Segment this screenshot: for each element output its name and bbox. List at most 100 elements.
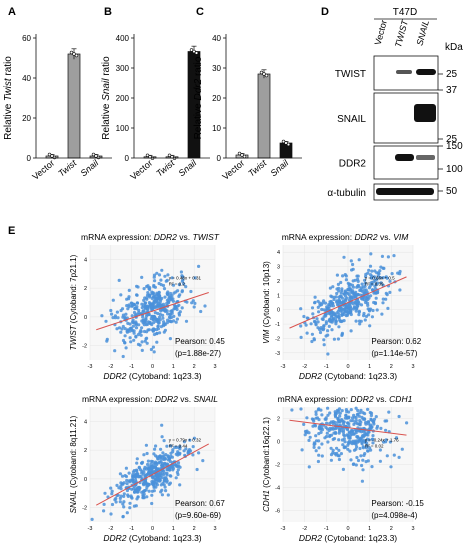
scatter-point [193,301,197,305]
scatter-point [359,288,363,292]
scatter-point [361,445,365,449]
scatter-point [171,283,176,287]
x-tick-label: 0 [151,526,154,532]
x-tick-label: -3 [281,364,286,370]
scatter-point [146,307,150,311]
r-squared-label-part: R² = 0.02 [365,444,384,449]
scatter-point [384,428,388,432]
scatter-point [153,305,157,309]
scatter-point [336,337,340,341]
scatter-point [121,354,125,359]
r-squared-label-part: R² = 0.39 [365,282,384,287]
scatter-point [359,303,364,307]
equation-label-part: y = 0.48x + 0.31 [169,276,202,281]
scatter-point [340,287,344,291]
scatter-point [346,311,350,315]
scatter-point [368,446,372,450]
scatter-point [197,451,201,455]
scatter-point [116,316,120,320]
scatter-point [176,461,181,465]
scatter-point [131,324,135,328]
y-axis-label-part: (Cytoband: 7p21.1) [69,254,78,325]
scatter-point [358,322,362,326]
scatter-point [134,326,139,330]
scatter-point [119,293,123,297]
equation-label: y = 0.48x + 0.31 [169,276,202,281]
x-axis-label: DDR2 (Cytoband: 1q23.3) [299,371,397,381]
scatter-point [347,293,351,297]
scatter-point [375,308,379,312]
y-axis-label-part: SNAIL [69,490,78,513]
scatter-point [125,304,129,308]
scatter-point [305,416,309,420]
y-tick-label-part: 0 [84,315,87,321]
scatter-point [169,444,173,448]
scatter-point [338,414,342,418]
scatter-point [350,296,354,300]
scatter-point [156,311,160,316]
scatter-point [166,273,170,277]
scatter-point [111,298,115,302]
scatter-point [378,269,382,273]
scatter-point [324,425,328,429]
scatter-point [143,465,147,469]
scatter-point [357,258,361,262]
y-tick-label-part: 1 [277,293,280,299]
scatter-point [160,463,164,467]
scatter-point [392,254,396,258]
scatter-point [150,493,154,497]
marker-label-part: 25 [446,69,458,80]
scatter-point [100,314,104,318]
scatter-point [340,331,344,335]
scatter-point [361,411,365,415]
scatter-point [331,285,335,289]
scatter-point [157,273,162,277]
scatter-point [347,430,351,434]
blot-row-label-part: TWIST [335,69,366,80]
scatter-point [364,460,368,464]
scatter-point [372,417,377,421]
scatter-point [369,273,373,277]
scatter-point [368,410,372,415]
scatter-point [355,439,359,443]
scatter-point [201,459,205,463]
scatter-point [119,308,123,313]
scatter-point [362,291,366,295]
x-axis-label-part: (Cytoband: 1q23.3) [322,533,397,543]
scatter-point [319,303,323,307]
scatter-point [359,436,363,440]
scatter-point [317,425,321,429]
scatter-title-part: mRNA expression: [278,394,351,404]
pearson-label-part: Pearson: 0.62 [371,337,421,346]
scatter-point [364,446,368,450]
scatter-point [333,420,337,425]
scatter-point [357,313,361,317]
scatter-point [159,283,163,287]
scatter-point [364,272,368,276]
scatter-point [299,335,303,339]
scatter-point [154,482,158,486]
scatter-point [168,468,172,472]
x-tick-label: 0 [346,526,349,532]
scatter-point [325,306,330,310]
scatter-point [133,490,137,494]
y-axis-label-part: Relative [3,101,14,140]
scatter-point [315,416,320,420]
scatter-point [310,417,314,421]
scatter-point [367,438,371,442]
scatter-point [132,504,136,508]
x-tick-label: 3 [213,526,216,532]
scatter-point [388,279,392,283]
scatter-point [309,322,313,326]
scatter-point [356,458,361,463]
p-value-label-part: (p=1.88e-27) [175,349,221,358]
scatter-point [388,440,392,444]
scatter-point [121,324,125,329]
scatter-point [127,471,131,475]
scatter-point [320,428,325,432]
scatter-point [361,417,365,421]
blot-frame [373,145,439,180]
trend-line [96,443,209,506]
scatter-point [145,293,150,297]
